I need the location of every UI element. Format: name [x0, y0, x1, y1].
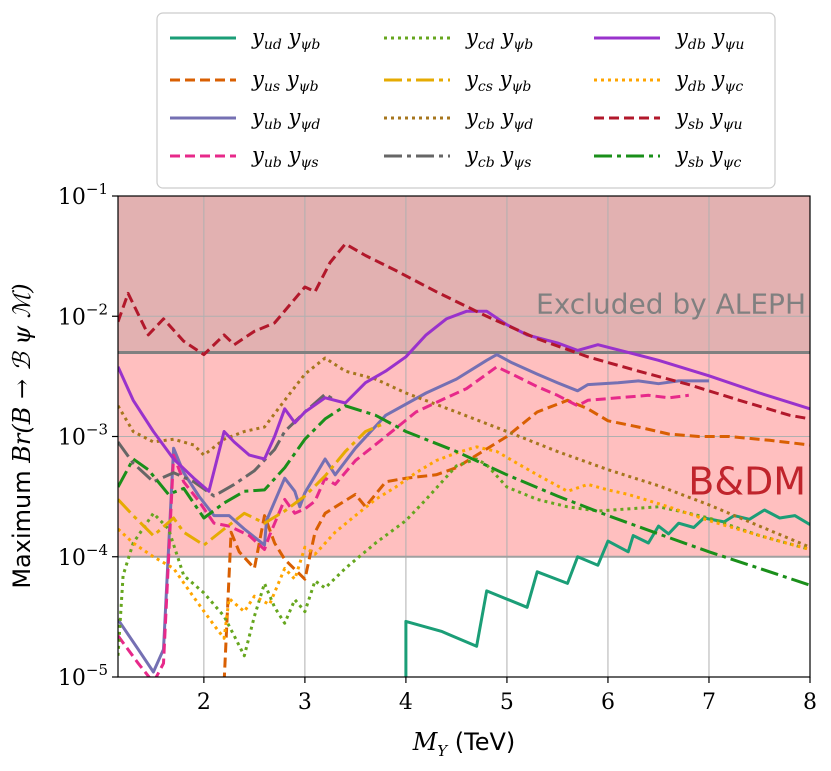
x-tick-label: 2: [197, 690, 211, 715]
region-labels: Excluded by ALEPH B&DM: [536, 288, 806, 504]
legend-entry-sb-ψc: ysb yψc: [675, 143, 742, 171]
y-tick-label: 10−2: [58, 300, 108, 330]
legend-entry-db-ψc: ydb yψc: [675, 67, 743, 95]
series-line-cs-ψb: [118, 421, 387, 547]
series-line-ud-ψb: [404, 508, 810, 677]
legend: yud yψb yus yψb yub yψd yub yψs ycd yψb ycs y…: [156, 12, 776, 189]
legend-entry-cs-ψb: ycs yψb: [465, 67, 531, 95]
y-tick-label: 10−5: [58, 661, 108, 691]
x-tick-label: 6: [601, 690, 615, 715]
series-line-cb-ψd: [118, 356, 810, 549]
series-line-sb-ψu: [118, 242, 810, 421]
legend-entry-sb-ψu: ysb yψu: [675, 105, 743, 133]
legend-entry-ub-ψd: yub yψd: [251, 105, 320, 133]
legend-entry-cb-ψd: ycb yψd: [465, 105, 533, 133]
region-0: [118, 196, 810, 353]
x-tick-label: 4: [399, 690, 413, 715]
series-line-us-ψb: [222, 398, 810, 677]
legend-entry-ud-ψb: yud yψb: [251, 25, 320, 53]
y-axis-label: Maximum Br(B → ℬ ψ ℳ): [8, 283, 36, 588]
x-tick-label: 3: [298, 690, 312, 715]
region-label-aleph: Excluded by ALEPH: [536, 288, 806, 321]
x-tick-label: 7: [702, 690, 716, 715]
y-tick-label: 10−3: [58, 421, 108, 451]
series-line-sb-ψc: [118, 404, 810, 587]
series-line-ub-ψd: [118, 353, 709, 674]
series-lines: [118, 242, 810, 677]
legend-entry-us-ψb: yus yψb: [251, 67, 319, 95]
legend-entry-cb-ψs: ycb yψs: [465, 143, 531, 171]
x-tick-label: 8: [803, 690, 817, 715]
legend-box: [156, 12, 776, 189]
series-line-db-ψu: [118, 309, 810, 493]
y-tick-label: 10−4: [58, 541, 108, 571]
axis-ticks: 2 3 4 5 6 7 8 10−1 10−2 10−3 10−4 10−5: [58, 180, 817, 715]
y-tick-label: 10−1: [58, 180, 108, 210]
region-label-bdm: B&DM: [688, 459, 806, 503]
x-axis-label: MY (TeV): [412, 728, 516, 760]
legend-entry-db-ψu: ydb yψu: [675, 25, 744, 53]
series-line-db-ψc: [118, 445, 810, 640]
x-tick-label: 5: [500, 690, 514, 715]
legend-entry-ub-ψs: yub yψs: [251, 143, 319, 171]
legend-entry-cd-ψb: ycd yψb: [465, 25, 533, 53]
series-line-cd-ψb: [118, 457, 810, 658]
